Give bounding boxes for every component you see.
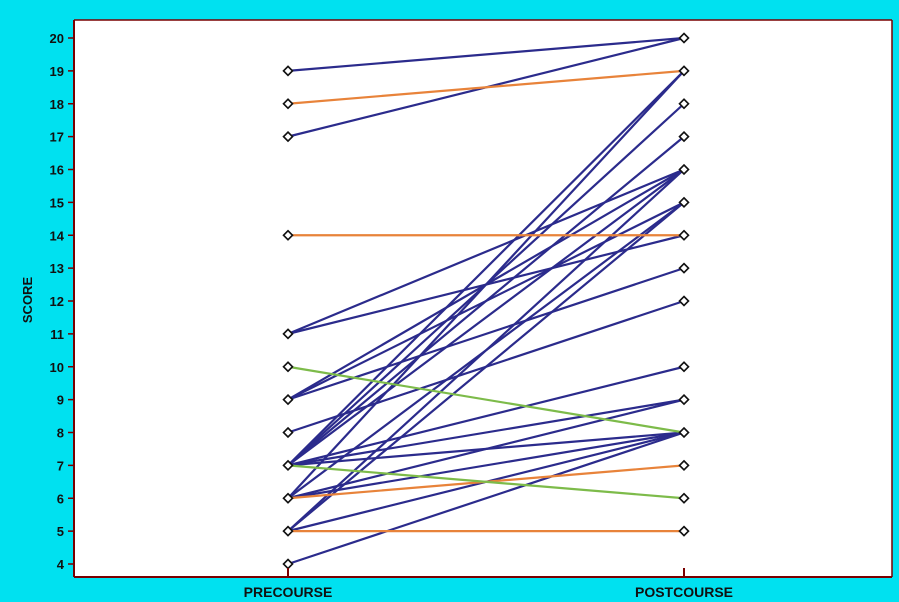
- series-line-declined-7-to-6: [286, 464, 686, 500]
- axes: [73, 19, 893, 578]
- series-line-unchanged-18-to-19: [286, 69, 686, 105]
- x-tick-label-precourse: PRECOURSE: [244, 584, 333, 600]
- marker-postcourse-6: [678, 492, 690, 504]
- y-tick-label-5: 5: [57, 524, 64, 539]
- series-line-improved-4-to-8: [286, 431, 686, 566]
- y-tick-label-8: 8: [57, 426, 64, 441]
- y-tick-label-9: 9: [57, 393, 64, 408]
- marker-postcourse-17: [678, 130, 690, 143]
- y-tick-label-11: 11: [50, 327, 64, 342]
- marker-precourse-17: [282, 130, 294, 143]
- series-lines: [286, 36, 686, 566]
- y-tick-label-7: 7: [57, 458, 64, 473]
- data-markers: [282, 32, 690, 570]
- series-line-improved-5-to-15: [286, 201, 686, 533]
- series-line-improved-6-to-9: [286, 398, 686, 500]
- y-tick-label-6: 6: [57, 491, 64, 506]
- series-line-improved-19-to-20: [286, 36, 686, 72]
- marker-precourse-19: [282, 65, 294, 77]
- marker-precourse-9: [282, 393, 294, 406]
- y-tick-label-10: 10: [50, 360, 64, 375]
- marker-postcourse-20: [678, 32, 690, 44]
- series-line-improved-6-to-8: [286, 431, 686, 500]
- series-line-improved-11-to-16: [286, 168, 686, 335]
- y-tick-label-15: 15: [50, 195, 64, 210]
- y-tick-label-17: 17: [50, 130, 64, 145]
- marker-precourse-10: [282, 361, 294, 373]
- marker-precourse-5: [282, 525, 294, 537]
- marker-postcourse-16: [678, 163, 690, 176]
- y-tick-label-19: 19: [50, 64, 64, 79]
- y-axis-title: SCORE: [20, 277, 35, 324]
- marker-precourse-7: [282, 459, 294, 472]
- marker-precourse-6: [282, 492, 294, 504]
- marker-precourse-11: [282, 328, 294, 340]
- x-ticks: PRECOURSE POSTCOURSE: [244, 568, 733, 600]
- marker-postcourse-12: [678, 295, 690, 307]
- series-line-declined-10-to-8: [286, 365, 686, 434]
- series-line-improved-7-to-19: [286, 69, 686, 467]
- marker-postcourse-19: [678, 65, 690, 77]
- marker-precourse-14: [282, 229, 294, 241]
- marker-precourse-18: [282, 98, 294, 110]
- y-tick-label-13: 13: [50, 261, 64, 276]
- series-line-improved-7-to-9: [286, 398, 686, 467]
- marker-postcourse-18: [678, 98, 690, 110]
- y-tick-label-12: 12: [50, 294, 64, 309]
- y-tick-label-16: 16: [50, 163, 64, 178]
- y-tick-label-20: 20: [50, 31, 64, 46]
- series-line-improved-6-to-19: [286, 69, 686, 500]
- series-line-improved-7-to-17: [286, 135, 686, 467]
- marker-postcourse-8: [678, 426, 690, 439]
- series-line-improved-7-to-16: [286, 168, 686, 467]
- marker-postcourse-15: [678, 196, 690, 209]
- marker-postcourse-14: [678, 229, 690, 241]
- marker-postcourse-10: [678, 361, 690, 373]
- marker-postcourse-13: [678, 262, 690, 274]
- marker-postcourse-9: [678, 393, 690, 406]
- y-tick-label-4: 4: [57, 557, 65, 572]
- y-tick-label-14: 14: [50, 228, 65, 243]
- x-tick-label-postcourse: POSTCOURSE: [635, 584, 733, 600]
- y-ticks: 4 5 6 7 8 9 10 11 12 13 14 15 16 17 18 19 20: [50, 31, 74, 572]
- marker-postcourse-5: [678, 525, 690, 537]
- marker-precourse-8: [282, 426, 294, 439]
- plot-area: [74, 20, 892, 577]
- marker-postcourse-7: [678, 459, 690, 472]
- y-tick-label-18: 18: [50, 97, 64, 112]
